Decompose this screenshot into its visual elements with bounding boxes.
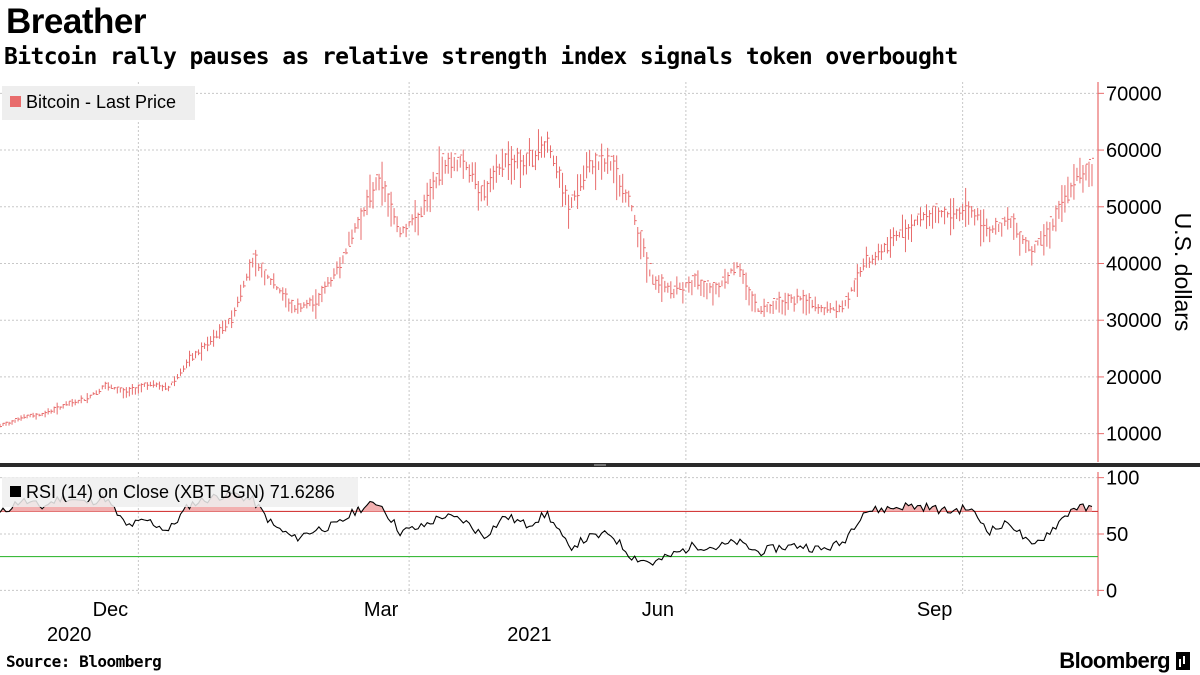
chart-subtitle: Bitcoin rally pauses as relative strengt… — [4, 44, 958, 70]
bloomberg-logo: Bloomberg — [1059, 648, 1190, 674]
chart-title: Breather — [6, 2, 146, 41]
price-legend-label: Bitcoin - Last Price — [26, 92, 176, 112]
source-note: Source: Bloomberg — [6, 652, 162, 671]
price-y-tick-label: 70000 — [1106, 83, 1162, 105]
price-y-tick-label: 40000 — [1106, 253, 1162, 275]
bloomberg-icon — [1176, 652, 1190, 670]
price-y-tick-label: 20000 — [1106, 367, 1162, 389]
rsi-y-tick-label: 50 — [1106, 524, 1128, 546]
x-tick-label: Mar — [364, 599, 399, 621]
price-y-tick-label: 10000 — [1106, 424, 1162, 446]
price-y-axis-label: U.S. dollars — [1170, 213, 1196, 332]
rsi-legend-swatch — [10, 486, 21, 497]
x-tick-label: Sep — [917, 599, 953, 621]
price-y-tick-label: 30000 — [1106, 310, 1162, 332]
price-legend-swatch — [10, 96, 21, 107]
x-tick-label: Jun — [642, 599, 674, 621]
x-year-label: 2021 — [507, 624, 552, 646]
x-tick-label: Dec — [93, 599, 129, 621]
rsi-y-tick-label: 100 — [1106, 468, 1139, 490]
logo-text: Bloomberg — [1059, 648, 1170, 673]
price-y-tick-label: 50000 — [1106, 197, 1162, 219]
x-year-label: 2020 — [47, 624, 92, 646]
rsi-legend-label: RSI (14) on Close (XBT BGN) 71.6286 — [26, 482, 335, 502]
price-legend-box — [2, 86, 195, 120]
rsi-y-tick-label: 0 — [1106, 580, 1117, 602]
rsi-legend-box — [2, 477, 358, 507]
price-y-tick-label: 60000 — [1106, 140, 1162, 162]
rsi-series-line — [0, 488, 1093, 566]
